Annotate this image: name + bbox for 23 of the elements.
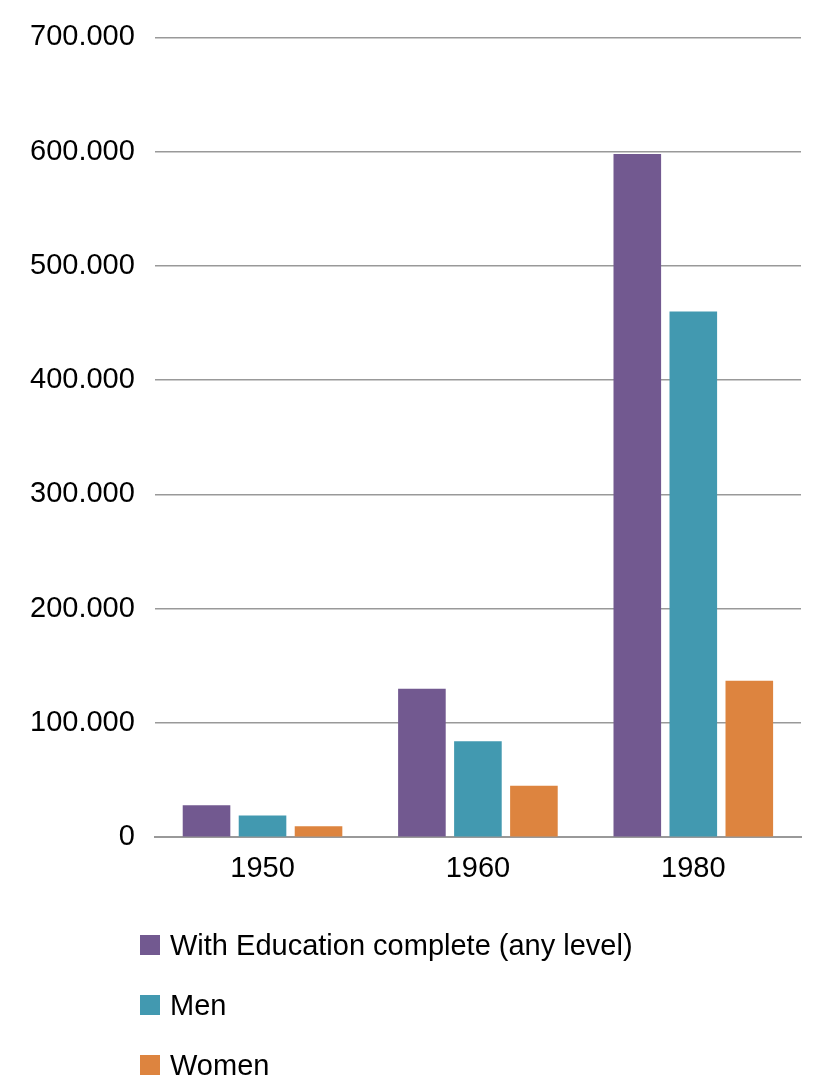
x-tick-label: 1960 <box>445 850 511 883</box>
bar <box>182 805 231 837</box>
y-tick-label: 200.000 <box>30 590 135 623</box>
bar <box>294 826 343 837</box>
y-tick-label: 500.000 <box>30 247 135 280</box>
y-tick-label: 400.000 <box>30 362 135 395</box>
y-tick-label: 100.000 <box>30 704 135 737</box>
bar <box>510 785 558 837</box>
bar <box>613 153 662 837</box>
legend-label: With Education complete (any level) <box>170 928 633 962</box>
legend-label: Women <box>170 1048 270 1082</box>
bar <box>669 311 718 837</box>
bar <box>238 815 287 837</box>
y-tick-label: 300.000 <box>30 476 135 509</box>
y-tick-label: 0 <box>118 819 135 852</box>
bar <box>398 688 446 837</box>
bar <box>725 680 774 837</box>
x-tick-label: 1950 <box>230 850 295 883</box>
y-tick-label: 600.000 <box>30 133 135 166</box>
x-tick-label: 1980 <box>661 850 726 883</box>
y-tick-label: 700.000 <box>30 19 135 52</box>
bar <box>454 741 502 837</box>
legend-label: Men <box>170 988 227 1022</box>
